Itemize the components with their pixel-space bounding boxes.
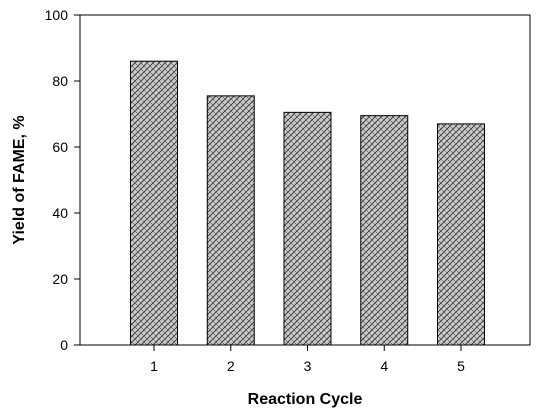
bar-cycle-1: [130, 60, 178, 346]
x-tick-label: 3: [304, 358, 312, 374]
y-tick-label: 40: [52, 205, 68, 221]
y-tick-label: 60: [52, 139, 68, 155]
bar-cycle-2: [206, 95, 255, 346]
x-axis-title: Reaction Cycle: [248, 391, 363, 408]
x-tick-label: 1: [150, 358, 158, 374]
x-tick-label: 4: [380, 358, 388, 374]
x-tick-label: 2: [227, 358, 235, 374]
y-axis-title: Yield of FAME, %: [11, 115, 28, 244]
bar-cycle-3: [283, 111, 332, 346]
y-tick-label: 80: [52, 73, 68, 89]
y-tick-label: 100: [45, 7, 69, 23]
y-tick-label: 20: [52, 271, 68, 287]
x-tick-label: 5: [457, 358, 465, 374]
x-axis: 1 2 3 4 5: [150, 345, 465, 374]
bar-cycle-5: [437, 123, 485, 346]
bar-cycle-4: [360, 115, 409, 346]
bars-group: [130, 60, 485, 346]
y-tick-label: 0: [60, 337, 68, 353]
y-axis: 0 20 40 60 80 100: [45, 7, 80, 353]
